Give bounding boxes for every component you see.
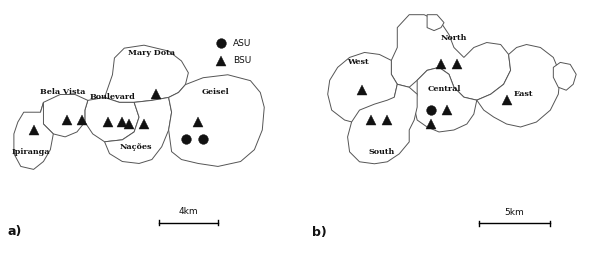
Text: Central: Central: [427, 85, 461, 93]
Text: a): a): [8, 225, 22, 239]
Polygon shape: [14, 102, 53, 169]
Text: Boulevard: Boulevard: [89, 93, 136, 101]
Polygon shape: [477, 44, 560, 127]
Polygon shape: [414, 67, 477, 132]
Text: East: East: [514, 90, 533, 98]
Polygon shape: [104, 45, 188, 102]
Text: Bela Vista: Bela Vista: [40, 88, 86, 97]
Polygon shape: [169, 75, 264, 166]
Polygon shape: [85, 98, 139, 142]
Text: South: South: [368, 148, 395, 156]
Text: ASU: ASU: [233, 39, 251, 48]
Polygon shape: [347, 84, 417, 164]
Polygon shape: [104, 98, 172, 164]
Text: BSU: BSU: [233, 56, 251, 66]
Polygon shape: [391, 15, 511, 100]
Polygon shape: [553, 62, 576, 90]
Text: North: North: [441, 34, 467, 42]
Text: West: West: [347, 58, 368, 66]
Polygon shape: [427, 15, 444, 30]
Text: Mary Dota: Mary Dota: [128, 49, 175, 57]
Text: Nações: Nações: [120, 143, 152, 151]
Text: 4km: 4km: [179, 207, 198, 216]
Text: Ipiranga: Ipiranga: [11, 148, 50, 156]
Text: b): b): [312, 226, 326, 239]
Polygon shape: [328, 53, 397, 124]
Text: Geisel: Geisel: [201, 88, 229, 97]
Text: 5km: 5km: [505, 208, 524, 217]
Polygon shape: [41, 94, 88, 137]
